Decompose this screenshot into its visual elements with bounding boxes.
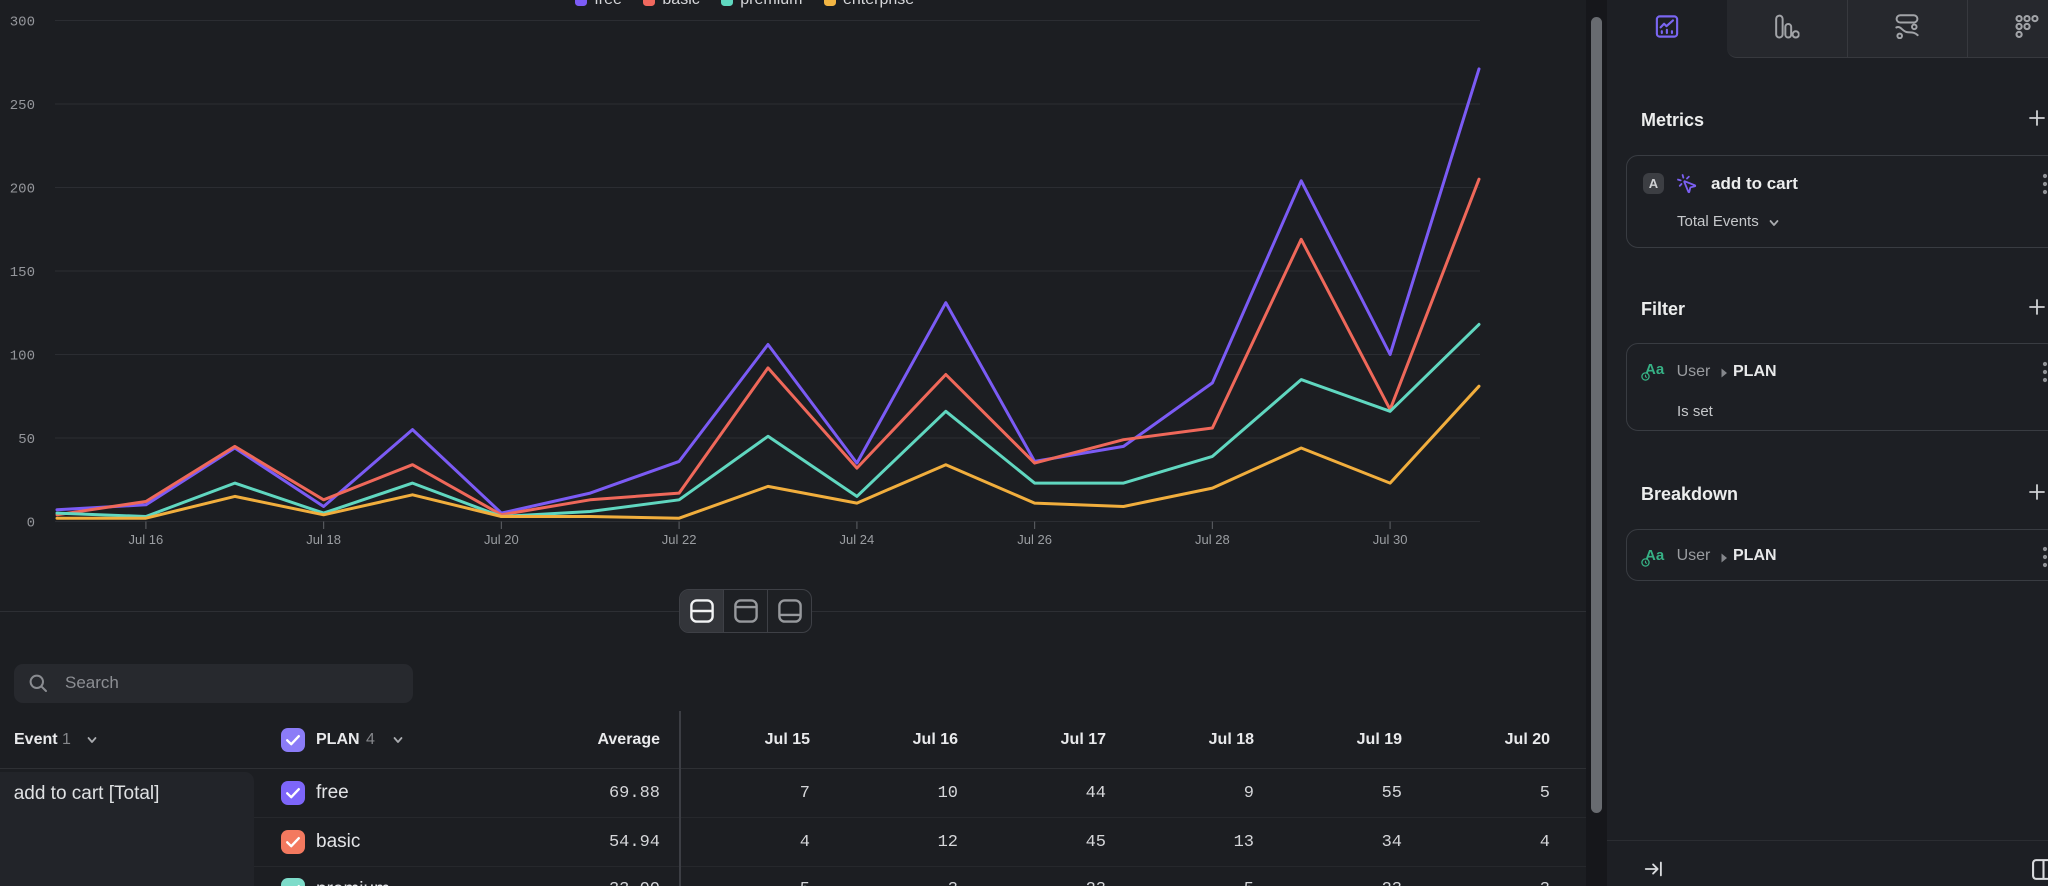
svg-text:200: 200 bbox=[10, 182, 35, 198]
svg-text:Jul 30: Jul 30 bbox=[1373, 532, 1408, 547]
svg-text:Jul 26: Jul 26 bbox=[1017, 532, 1052, 547]
svg-text:Jul 22: Jul 22 bbox=[662, 532, 697, 547]
svg-text:250: 250 bbox=[10, 98, 35, 114]
svg-text:Jul 20: Jul 20 bbox=[484, 532, 519, 547]
svg-text:Aa: Aa bbox=[1645, 547, 1665, 564]
svg-text:Jul 24: Jul 24 bbox=[840, 532, 875, 547]
svg-text:Jul 16: Jul 16 bbox=[129, 532, 164, 547]
svg-text:150: 150 bbox=[10, 265, 35, 281]
svg-text:Jul 28: Jul 28 bbox=[1195, 532, 1230, 547]
svg-text:50: 50 bbox=[18, 432, 35, 448]
svg-text:Jul 18: Jul 18 bbox=[306, 532, 341, 547]
svg-text:0: 0 bbox=[27, 516, 35, 532]
svg-text:100: 100 bbox=[10, 349, 35, 365]
svg-text:Aa: Aa bbox=[1645, 361, 1665, 378]
svg-text:300: 300 bbox=[10, 15, 35, 31]
